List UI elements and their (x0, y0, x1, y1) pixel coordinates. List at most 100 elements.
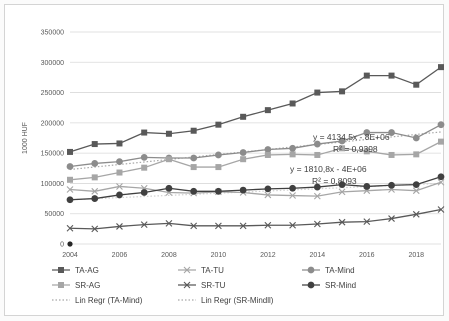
legend-label: SR-AG (75, 281, 100, 290)
data-point (116, 223, 123, 230)
data-point (289, 192, 296, 199)
data-point (116, 140, 123, 147)
y-tick-label: 0 (60, 242, 64, 249)
regression-annotations: y = 4134,5x - 8E+06 R² = 0,9398 y = 1810,8… (290, 132, 390, 186)
x-tick-label: 2012 (260, 252, 276, 259)
data-point (363, 129, 371, 136)
data-point (67, 148, 73, 155)
legend: TA-AG TA-TU TA-Mind SR-AG SR-TU SR-Mind Lin Re… (52, 266, 356, 305)
data-point (215, 121, 222, 128)
data-point (314, 89, 321, 96)
legend-item: SR-Mind (302, 281, 356, 290)
data-point (165, 130, 172, 137)
annotation-r2-ta: R² = 0,9398 (333, 144, 378, 154)
series-sr-tu (66, 206, 445, 233)
legend-label: TA-Mind (325, 266, 355, 275)
data-point (363, 218, 371, 225)
legend-item: SR-AG (52, 281, 100, 290)
data-point (66, 186, 74, 193)
x-tick-label: 2004 (62, 252, 78, 259)
y-tick-label: 250000 (41, 90, 64, 97)
data-point (116, 183, 123, 190)
data-point (313, 220, 321, 228)
data-point (412, 187, 420, 195)
origin-point (67, 241, 73, 247)
x-tick-label: 2018 (408, 252, 424, 259)
series-line (69, 124, 442, 168)
data-point (141, 129, 148, 136)
data-point (215, 164, 222, 171)
y-tick-label: 50000 (45, 211, 65, 218)
x-tick-label: 2008 (161, 252, 177, 259)
legend-label: SR-TU (201, 281, 226, 290)
data-point (437, 178, 445, 186)
data-point (58, 267, 64, 273)
data-point (91, 195, 99, 202)
gridlines (67, 31, 441, 247)
data-point (264, 146, 272, 153)
data-point (437, 206, 445, 213)
data-point (91, 160, 99, 167)
data-point (239, 222, 247, 230)
data-point (264, 191, 272, 199)
data-point (339, 145, 346, 152)
data-point (314, 151, 321, 158)
data-point (190, 187, 198, 195)
data-point (91, 141, 98, 148)
data-point (264, 185, 272, 193)
series-ta-ag (67, 64, 444, 155)
data-point (412, 181, 420, 189)
data-point (438, 138, 444, 145)
data-point (388, 151, 395, 158)
x-tick-label: 2016 (359, 252, 375, 259)
data-point (289, 100, 296, 107)
data-point (363, 72, 370, 79)
data-point (363, 148, 370, 155)
data-point (190, 164, 197, 171)
data-point (215, 187, 222, 195)
data-point (313, 192, 321, 200)
data-point (338, 181, 346, 189)
data-point (438, 64, 444, 71)
data-point (190, 154, 198, 162)
data-point (264, 107, 271, 114)
y-tick-label: 350000 (41, 30, 64, 37)
data-point (116, 158, 123, 166)
series-sr-ag (67, 138, 444, 183)
legend-label: Lin Regr (TA-Mind) (75, 296, 143, 305)
data-point (413, 81, 420, 88)
x-axis-ticks: 2004 2006 2008 2010 2012 2014 2016 2018 (62, 252, 424, 259)
data-point (338, 218, 346, 226)
data-point (116, 169, 123, 176)
data-point (388, 129, 395, 136)
data-point (190, 222, 198, 230)
data-point (67, 176, 73, 183)
data-point (313, 140, 321, 148)
data-point (289, 221, 296, 229)
data-point (412, 134, 420, 142)
data-point (264, 151, 271, 158)
y-axis-ticks: 0 50000 100000 150000 200000 250000 300000 3500… (41, 30, 64, 249)
data-point (140, 221, 148, 229)
legend-label: SR-Mind (325, 281, 356, 290)
data-point (91, 225, 99, 233)
data-point (183, 281, 191, 289)
data-point (388, 215, 395, 222)
legend-item: TA-Mind (302, 266, 355, 275)
data-point (264, 221, 272, 229)
data-point (239, 149, 247, 156)
data-point (58, 282, 64, 288)
y-tick-label: 300000 (41, 60, 64, 67)
data-point (165, 184, 173, 192)
legend-label: TA-AG (75, 266, 99, 275)
data-point (437, 173, 445, 181)
series-line (69, 66, 442, 153)
data-point (413, 151, 420, 158)
legend-item: Lin Regr (SR-Mindll) (178, 296, 274, 305)
y-axis-title: 1000 HUF (22, 122, 29, 154)
data-point (388, 181, 395, 189)
data-point (215, 151, 222, 159)
data-point (190, 127, 197, 134)
data-point (141, 164, 148, 171)
